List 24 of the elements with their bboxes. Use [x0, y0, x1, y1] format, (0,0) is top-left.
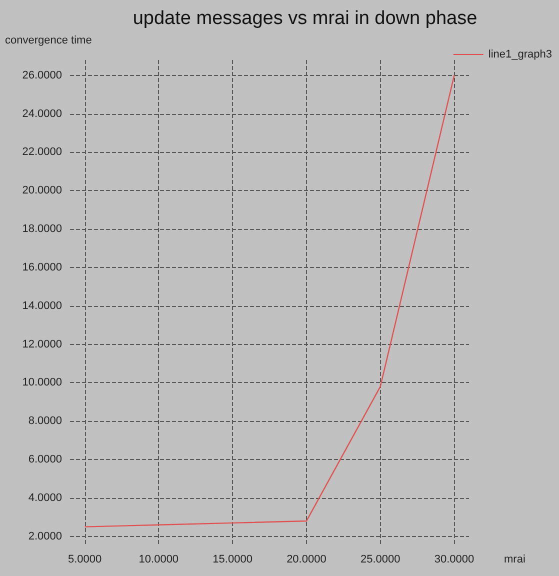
y-tick-label: 8.0000	[28, 415, 62, 428]
x-tick-label: 25.0000	[360, 554, 400, 566]
y-tick-label: 12.0000	[22, 338, 62, 350]
y-tick-label: 14.0000	[22, 300, 62, 312]
y-tick-label: 22.0000	[22, 146, 62, 158]
x-tick-label: 15.0000	[212, 554, 252, 566]
y-axis-title: convergence time	[5, 34, 92, 46]
y-tick-label: 24.0000	[22, 108, 62, 120]
chart-title: update messages vs mrai in down phase	[132, 8, 478, 29]
x-tick-label: 20.0000	[286, 554, 326, 566]
legend-label: line1_graph3	[488, 48, 552, 60]
y-tick-label: 26.0000	[22, 69, 62, 82]
x-axis-title: mrai	[504, 554, 526, 566]
y-tick-label: 6.0000	[28, 454, 62, 466]
y-tick-label: 20.0000	[22, 184, 62, 197]
y-tick-label: 10.0000	[22, 376, 62, 389]
line-series	[84, 74, 455, 528]
y-tick-label: 2.0000	[28, 530, 62, 542]
x-tick-label: 10.0000	[138, 554, 179, 566]
y-tick-label: 4.0000	[28, 492, 62, 504]
x-tick-label: 5.0000	[68, 554, 102, 566]
y-tick-label: 16.0000	[22, 261, 62, 274]
y-tick-label: 18.0000	[22, 223, 62, 236]
x-tick-label: 30.0000	[434, 554, 474, 566]
